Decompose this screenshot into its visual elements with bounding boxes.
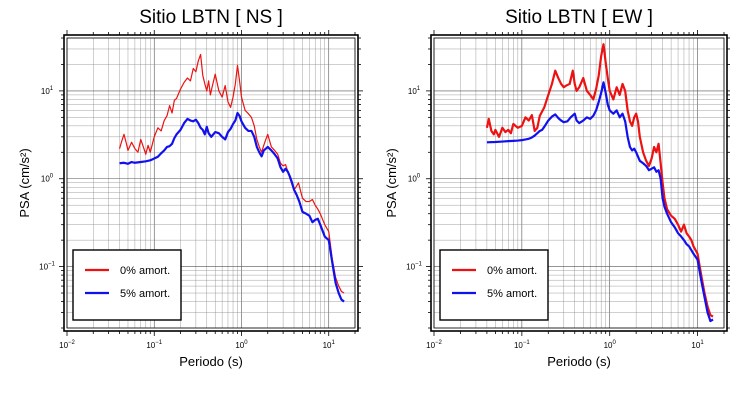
chart-title: Sitio LBTN [ NS ] [139, 7, 283, 28]
grid [66, 37, 356, 329]
x-tick-label: 10−2 [59, 340, 75, 350]
y-tick-label: 101 [41, 86, 54, 96]
y-axis-label: PSA (cm/s²) [17, 148, 32, 217]
legend: 0% amort. 5% amort. [72, 249, 182, 321]
y-tick-label: 100 [41, 174, 54, 184]
x-axis-label: Periodo (s) [179, 354, 243, 369]
legend-label: 5% amort. [120, 288, 170, 300]
y-tick-label: 10−1 [39, 262, 55, 272]
x-tick-label: 10−2 [426, 340, 442, 350]
x-tick-label: 100 [604, 340, 617, 350]
x-axis-label: Periodo (s) [547, 354, 611, 369]
legend-label: 0% amort. [487, 265, 537, 277]
legend-label: 5% amort. [487, 288, 537, 300]
chart-title: Sitio LBTN [ EW ] [505, 7, 653, 28]
series-line-blue [119, 111, 345, 303]
chart-panel-1: Sitio LBTN [ NS ] 10−2 10−1 100 101 10−1 100 10… [17, 7, 363, 369]
legend-label: 0% amort. [120, 265, 170, 277]
chart-panel-2: Sitio LBTN [ EW ] 10−2 10−1 100 101 10−1 100 10… [384, 7, 730, 369]
y-axis-label: PSA (cm/s²) [384, 148, 399, 217]
x-tick-label: 101 [323, 340, 336, 350]
legend: 0% amort. 5% amort. [439, 249, 549, 321]
x-tick-label: 10−1 [146, 340, 162, 350]
y-tick-label: 10−1 [406, 262, 422, 272]
series-line-red [118, 53, 345, 294]
y-tick-label: 100 [408, 174, 421, 184]
series-line-blue [486, 81, 714, 323]
x-tick-label: 10−1 [514, 340, 530, 350]
x-tick-label: 100 [235, 340, 248, 350]
x-tick-label: 101 [691, 340, 704, 350]
y-tick-label: 101 [408, 86, 421, 96]
series-line-red [485, 43, 714, 318]
